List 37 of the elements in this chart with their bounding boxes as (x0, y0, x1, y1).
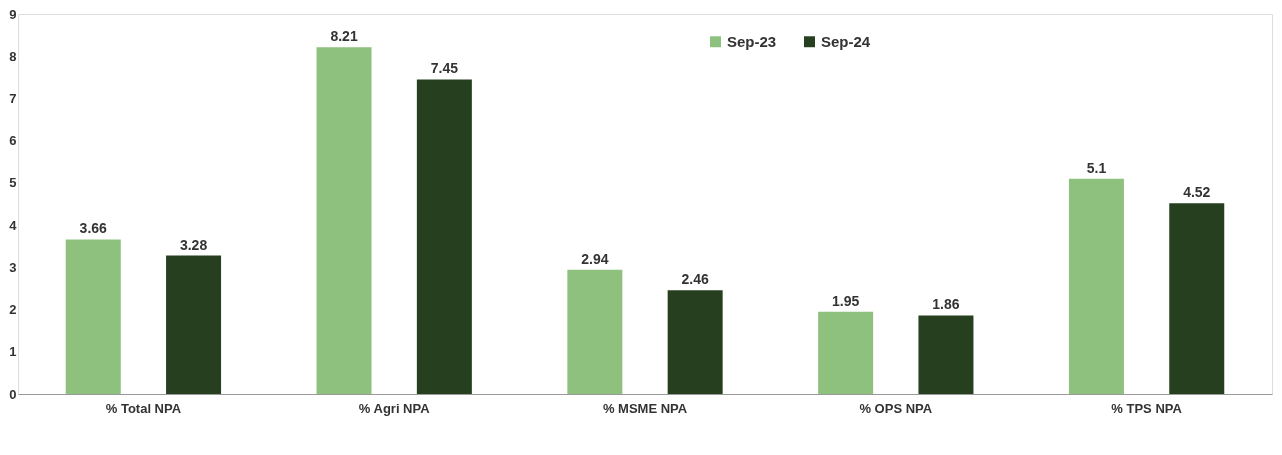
bar (1169, 203, 1225, 394)
data-label: 1.95 (832, 292, 860, 309)
data-label: 1.86 (932, 296, 960, 313)
y-tick-label: 7 (9, 90, 17, 106)
data-label: 2.46 (681, 271, 709, 288)
x-tick-label: % Agri NPA (358, 400, 431, 416)
x-tick-label: % MSME NPA (602, 400, 688, 416)
bar (166, 255, 222, 394)
data-label: 2.94 (581, 250, 609, 267)
y-tick-label: 0 (9, 386, 17, 402)
data-label: 7.45 (430, 60, 459, 77)
bar (316, 47, 372, 394)
y-tick-label: 8 (9, 48, 17, 64)
y-tick-label: 4 (9, 217, 18, 233)
y-tick-label: 3 (9, 259, 17, 275)
bar (416, 79, 472, 394)
x-tick-label: % TPS NPA (1111, 400, 1183, 416)
y-tick-label: 6 (9, 133, 17, 149)
bar (918, 315, 974, 394)
y-tick-label: 2 (9, 302, 17, 318)
data-label: 8.21 (330, 28, 358, 45)
y-tick-label: 1 (9, 344, 17, 360)
bar (1068, 178, 1124, 394)
bar (667, 290, 723, 394)
legend-label: Sep-23 (727, 32, 777, 50)
bar (65, 239, 121, 394)
y-tick-label: 5 (9, 175, 17, 191)
x-tick-label: % Total NPA (105, 400, 182, 416)
bar (567, 269, 623, 394)
data-label: 3.28 (179, 236, 208, 253)
bar (818, 311, 874, 394)
legend-label: Sep-24 (821, 32, 871, 50)
data-label: 4.52 (1183, 184, 1211, 201)
data-label: 5.1 (1086, 159, 1107, 176)
x-tick-label: % OPS NPA (859, 400, 933, 416)
data-label: 3.66 (79, 220, 108, 237)
y-tick-label: 9 (9, 6, 17, 22)
